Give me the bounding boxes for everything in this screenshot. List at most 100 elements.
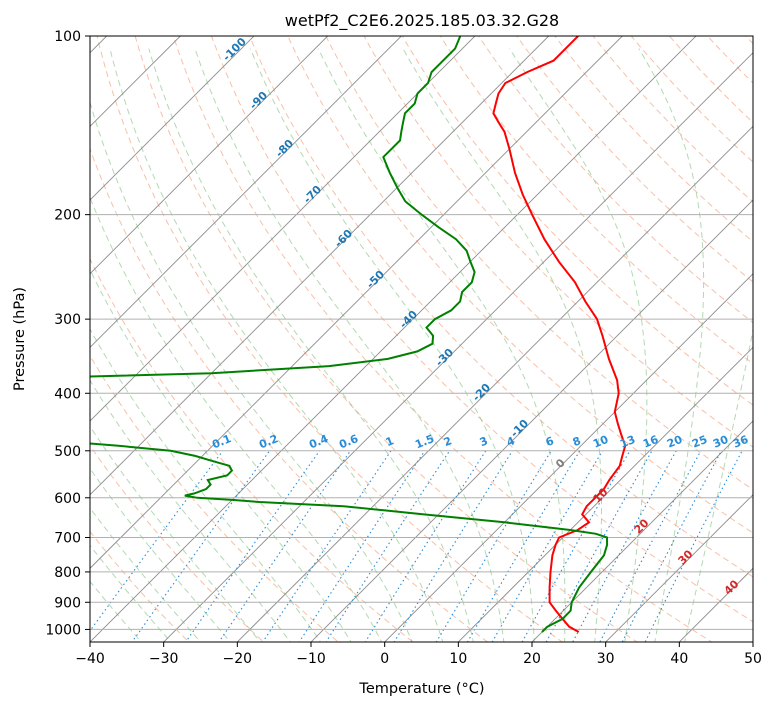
y-tick-label: 400: [54, 386, 81, 402]
x-tick-label: −10: [296, 651, 326, 667]
mixing-ratio-label: 2: [442, 434, 454, 449]
moist-adiabat-line: [402, 48, 602, 642]
dry-adiabat-line: [249, 36, 753, 578]
moist-adiabat-line: [90, 268, 352, 642]
dry-adiabat-line: [172, 36, 713, 642]
dry-adiabat-label: -100: [220, 35, 249, 64]
dry-adiabat-label: -20: [470, 381, 493, 404]
isotherm-line: [236, 125, 753, 642]
mixing-ratio-line: [90, 450, 224, 632]
mixing-ratio-label: 0.2: [257, 432, 280, 451]
moist-adiabat-label: 30: [676, 547, 696, 567]
mixing-ratio-label: 20: [665, 433, 684, 451]
isopleth-labels: -100-90-80-70-60-50-40-30-20-100.1 0.2 0.4…: [210, 35, 750, 598]
mixing-ratio-label: 25: [690, 433, 709, 451]
isotherm-line: [90, 36, 182, 128]
isotherm-line: [90, 36, 255, 201]
dry-adiabat-line: [90, 530, 190, 642]
dry-adiabat-line: [90, 147, 489, 642]
moist-adiabat-label: 40: [722, 577, 742, 597]
mixing-ratio-line: [621, 450, 722, 642]
chart-title: wetPf2_C2E6.2025.185.03.32.G28: [285, 11, 559, 31]
x-tick-label: 50: [744, 651, 762, 667]
dry-adiabat-line: [516, 36, 753, 283]
isotherm-line: [90, 36, 329, 275]
moist-adiabat-line: [90, 507, 202, 642]
isotherm-line: [457, 346, 753, 642]
mixing-ratio-label: 36: [731, 433, 750, 451]
dry-adiabat-label: -90: [247, 89, 270, 112]
dry-adiabat-line: [363, 36, 753, 448]
moist-adiabat-line: [109, 48, 444, 642]
grid-lines: [90, 36, 753, 642]
dry-adiabat-line: [745, 36, 753, 45]
mixing-ratio-line: [185, 450, 321, 642]
moist-adiabat-line: [90, 196, 383, 642]
dry-adiabat-line: [706, 36, 753, 84]
isotherm-line: [531, 420, 753, 642]
x-tick-label: 40: [670, 651, 688, 667]
mixing-ratio-line: [218, 450, 351, 642]
moist-adiabat-line: [249, 48, 535, 642]
isotherm-line: [90, 36, 624, 569]
dry-adiabat-line: [90, 354, 340, 642]
dry-adiabat-line: [90, 257, 414, 642]
x-axis-ticks: −40 −30 −20 −10 0 10 20 30 40 50: [75, 642, 762, 667]
mixing-ratio-line: [466, 450, 581, 642]
x-tick-label: 30: [597, 651, 615, 667]
mixing-ratio-line: [521, 450, 631, 642]
dry-adiabat-label: -70: [301, 183, 324, 206]
dry-adiabat-line: [134, 36, 638, 642]
y-axis-ticks: 1000 900 800 700 600 500 400 300 200 100: [45, 29, 90, 638]
isotherm-line: [605, 494, 753, 642]
moist-adiabat-line: [90, 467, 231, 642]
dry-adiabat-line: [592, 36, 753, 203]
mixing-ratio-label: 6: [544, 434, 556, 449]
isotherm-line: [90, 36, 550, 496]
mixing-ratio-label: 3: [478, 434, 490, 449]
dry-adiabat-label: -30: [433, 346, 456, 369]
moist-adiabat-line: [508, 48, 648, 642]
isotherm-line: [310, 199, 753, 642]
moist-adiabat-line: [90, 425, 261, 642]
mixing-ratio-label: 0.4: [307, 432, 330, 451]
mixing-ratio-label: 13: [618, 433, 637, 451]
moist-adiabat-line: [638, 48, 705, 642]
dry-adiabat-line: [554, 36, 753, 243]
isotherm-line: [90, 36, 476, 422]
x-tick-label: −20: [223, 651, 253, 667]
mixing-ratio-line: [131, 450, 271, 642]
dewpoint-profile-line: [90, 36, 609, 633]
mixing-ratio-label: 0.1: [210, 432, 233, 451]
x-tick-label: 10: [449, 651, 467, 667]
mixing-ratio-label: 8: [571, 434, 583, 449]
moist-adiabat-line: [194, 48, 505, 642]
dry-adiabat-line: [90, 444, 265, 642]
y-tick-label: 300: [54, 312, 81, 328]
dry-adiabat-label: -50: [364, 268, 387, 291]
moist-adiabat-line: [148, 48, 474, 642]
y-tick-label: 500: [54, 444, 81, 460]
mixing-ratio-line: [491, 450, 603, 642]
mixing-ratio-line: [644, 450, 743, 642]
dry-adiabat-line: [771, 23, 775, 654]
dry-adiabat-label: -80: [273, 137, 296, 160]
moist-adiabat-label: 0: [553, 456, 568, 471]
mixing-ratio-line: [435, 450, 552, 642]
mixing-ratio-label: 1.5: [413, 432, 436, 451]
mixing-ratio-line: [262, 450, 392, 642]
x-tick-label: −40: [75, 651, 105, 667]
mixing-ratio-label: 1: [384, 434, 396, 449]
dry-adiabat-line: [287, 36, 753, 534]
mixing-ratio-line: [393, 450, 513, 642]
moist-adiabat-label: 20: [632, 516, 652, 536]
y-tick-label: 800: [54, 565, 81, 581]
dry-adiabat-label: -60: [332, 227, 355, 250]
isotherm-line: [163, 52, 753, 642]
x-tick-label: −30: [149, 651, 179, 667]
y-axis-title: Pressure (hPa): [12, 287, 28, 391]
moist-adiabat-line: [90, 379, 291, 642]
dry-adiabat-label: -40: [397, 308, 420, 331]
